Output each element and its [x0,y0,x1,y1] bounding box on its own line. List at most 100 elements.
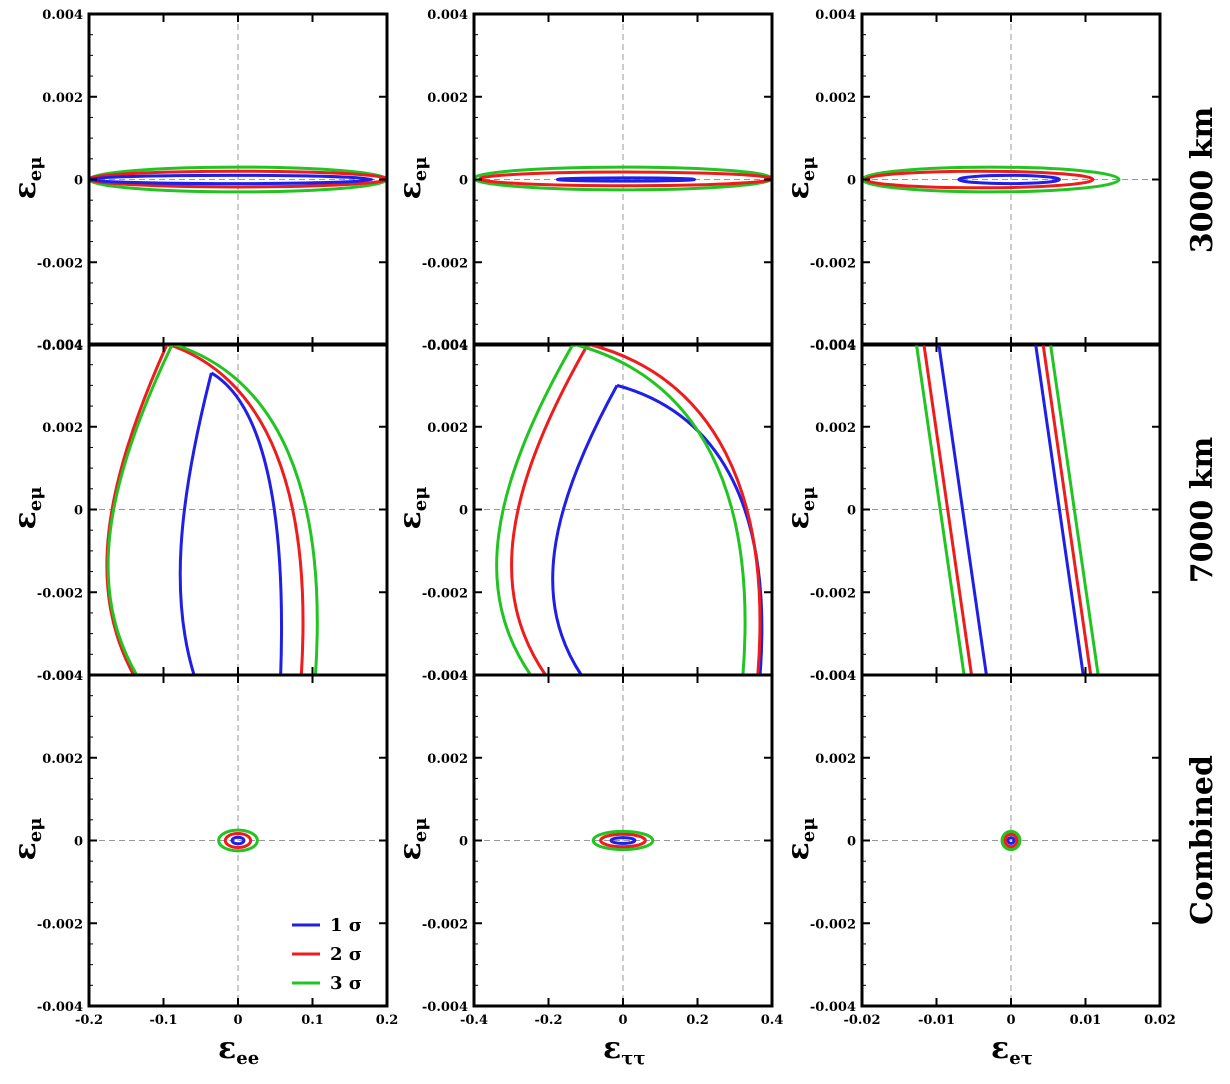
row-label-3000km: 3000 km [1185,107,1220,254]
legend-label-1sigma: 1 σ [330,915,362,936]
y-tick-label: 0.004 [815,338,856,353]
y-tick-label: 0.002 [427,752,468,767]
y-tick-label: 0.002 [427,91,468,106]
contour-2sigma [223,831,253,850]
x-tick-label: 0.02 [1144,1013,1176,1028]
x-tick-label: -0.2 [534,1013,562,1028]
y-axis-label: εeμ [8,818,46,861]
y-axis-label: εeμ [781,487,819,530]
y-tick-label: 0.002 [815,91,856,106]
x-axis-label: εee [218,1031,259,1069]
x-tick-label: 0.4 [761,1013,784,1028]
x-axis-label: εττ [603,1031,645,1069]
x-tick-label: 0.2 [376,1013,399,1028]
y-axis-label: εeμ [781,157,819,200]
panel-r1-c0: 0.004 0.002 0 -0.002 -0.004 εeμ [8,338,389,684]
y-tick-label: 0.004 [815,669,856,684]
x-tick-label: -0.4 [460,1013,488,1028]
x-tick-label: -0.1 [149,1013,177,1028]
y-tick-label: 0.004 [815,8,856,23]
contour-3sigma [591,829,655,852]
panel-r1-c1: 0.004 0.002 0 -0.002 -0.004 εeμ [393,338,774,684]
y-tick-label: 0.004 [42,669,83,684]
y-tick-label: 0.002 [427,421,468,436]
y-tick-label: -0.002 [37,917,83,932]
y-tick-label: -0.004 [422,1000,468,1015]
panel-r0-c0: 0.004 0.002 0 -0.002 -0.004 εeμ [8,8,389,354]
y-axis-label: εeμ [393,818,431,861]
y-tick-label: 0.004 [427,8,468,23]
panels-layer: 0.004 0.002 0 -0.002 -0.004 εeμ 0.004 0.002 0 -0.… [8,8,1176,1069]
y-tick-label: -0.002 [422,586,468,601]
contour-1sigma [230,835,246,846]
contour-1sigma-right [1034,343,1085,676]
y-tick-label: 0.002 [42,421,83,436]
y-tick-label: 0.004 [427,338,468,353]
y-tick-label: 0.004 [427,669,468,684]
contour-1sigma-left [937,343,988,676]
contour-3sigma-right [1049,343,1100,676]
y-axis-label: εeμ [781,818,819,861]
y-tick-label: 0.002 [815,421,856,436]
y-tick-label: -0.002 [422,256,468,271]
y-tick-label: 0.004 [42,8,83,23]
x-tick-label: -0.02 [843,1013,880,1028]
x-tick-label: 0 [233,1013,242,1028]
contour-1sigma [178,371,284,677]
contour-1sigma [957,173,1061,186]
row-label-7000km: 7000 km [1185,437,1220,584]
y-axis-label: εeμ [393,487,431,530]
y-tick-label: -0.002 [37,256,83,271]
y-tick-label: 0 [74,174,83,189]
y-tick-label: 0.004 [42,338,83,353]
y-axis-label: εeμ [393,157,431,200]
y-axis-label: εeμ [8,157,46,200]
panel-r0-c2: 0.004 0.002 0 -0.002 -0.004 εeμ [781,8,1162,354]
y-tick-label: -0.004 [810,669,856,684]
contour-2sigma [1003,832,1019,849]
contour-1sigma [609,836,637,845]
legend: 1 σ 2 σ 3 σ [292,915,362,994]
y-tick-label: 0 [74,835,83,850]
contour-2sigma-left [922,343,973,676]
legend-label-2sigma: 2 σ [330,944,362,965]
x-tick-label: 0.1 [301,1013,324,1028]
y-tick-label: 0.002 [815,752,856,767]
y-tick-label: -0.004 [37,339,83,354]
x-tick-label: -0.01 [918,1013,955,1028]
x-axis-label: εeτ [991,1031,1033,1069]
y-tick-label: 0 [459,835,468,850]
contour-1sigma [555,176,697,183]
y-tick-label: -0.004 [810,339,856,354]
contour-3sigma [217,828,259,853]
y-tick-label: -0.004 [422,339,468,354]
y-tick-label: 0.002 [42,91,83,106]
row-label-combined: Combined [1185,755,1220,925]
x-tick-label: 0 [1006,1013,1015,1028]
row-labels-layer: 3000 km 7000 km Combined [1185,107,1220,925]
y-tick-label: 0 [459,174,468,189]
y-tick-label: -0.004 [37,669,83,684]
y-tick-label: 0 [847,174,856,189]
y-tick-label: -0.002 [810,256,856,271]
contour-3sigma-left [914,343,966,676]
y-tick-label: -0.002 [422,917,468,932]
x-tick-label: 0.2 [686,1013,709,1028]
y-tick-label: -0.004 [810,1000,856,1015]
x-tick-label: -0.2 [75,1013,103,1028]
contour-2sigma-right [1041,343,1093,676]
y-tick-label: 0.002 [42,752,83,767]
y-tick-label: 0 [74,504,83,519]
y-tick-label: -0.002 [810,917,856,932]
contour-1sigma [1006,836,1016,845]
y-tick-label: 0 [847,504,856,519]
x-tick-label: 0 [618,1013,627,1028]
y-tick-label: -0.004 [37,1000,83,1015]
y-tick-label: -0.004 [422,669,468,684]
y-tick-label: 0 [847,835,856,850]
y-tick-label: -0.002 [37,586,83,601]
